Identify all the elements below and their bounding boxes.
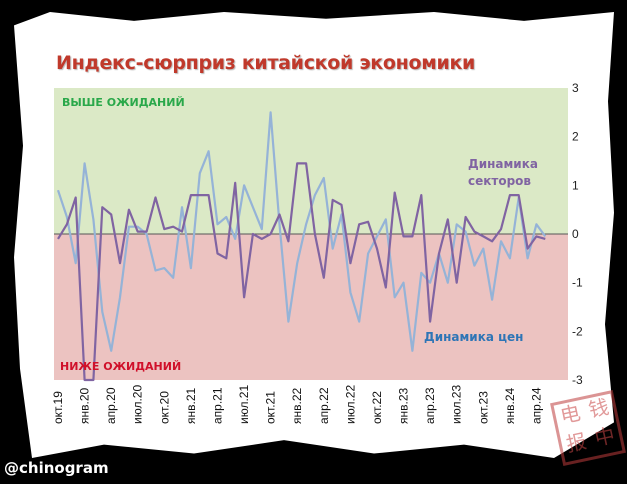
below-zone-label: НИЖЕ ОЖИДАНИЙ <box>60 360 181 373</box>
below-expectations-zone <box>54 234 568 380</box>
x-tick-label: янв.21 <box>184 387 198 424</box>
sectors-label-line2: секторов <box>468 174 531 188</box>
x-tick-label: июл.21 <box>237 385 251 424</box>
stamp-char: 中 <box>592 424 617 451</box>
y-tick-label: 1 <box>572 178 579 192</box>
x-tick-label: янв.20 <box>78 387 92 424</box>
x-tick-label: окт.22 <box>370 391 384 424</box>
x-tick-label: янв.22 <box>290 387 304 424</box>
x-tick-label: апр.23 <box>423 387 437 424</box>
chart-title: Индекс-сюрприз китайской экономики <box>56 52 476 74</box>
x-tick-label: окт.20 <box>157 391 171 424</box>
x-tick-label: июл.20 <box>131 385 145 424</box>
x-tick-label: апр.21 <box>210 387 224 424</box>
y-tick-label: 0 <box>572 227 579 241</box>
channel-handle: @chinogram <box>4 459 109 477</box>
x-tick-label: июл.22 <box>343 385 357 424</box>
prices-label: Динамика цен <box>424 330 523 344</box>
x-tick-label: янв.24 <box>503 387 517 424</box>
x-tick-label: окт.23 <box>476 391 490 424</box>
y-tick-label: 2 <box>572 130 579 144</box>
stamp-logo: 电 钱 报 中 <box>550 390 626 466</box>
above-zone-label: ВЫШЕ ОЖИДАНИЙ <box>62 96 185 109</box>
x-tick-label: янв.23 <box>397 387 411 424</box>
sectors-series-line <box>57 162 546 382</box>
x-tick-label: июл.23 <box>450 385 464 424</box>
y-tick-label: -1 <box>572 276 583 290</box>
x-tick-label: окт.19 <box>51 391 65 424</box>
x-tick-label: апр.20 <box>104 387 118 424</box>
y-tick-label: 3 <box>572 81 579 95</box>
x-tick-label: окт.21 <box>264 391 278 424</box>
y-tick-label: -3 <box>572 373 583 387</box>
x-tick-label: апр.22 <box>317 387 331 424</box>
sectors-label-line1: Динамика <box>468 157 538 171</box>
y-tick-label: -2 <box>572 324 583 338</box>
x-tick-label: апр.24 <box>529 387 543 424</box>
